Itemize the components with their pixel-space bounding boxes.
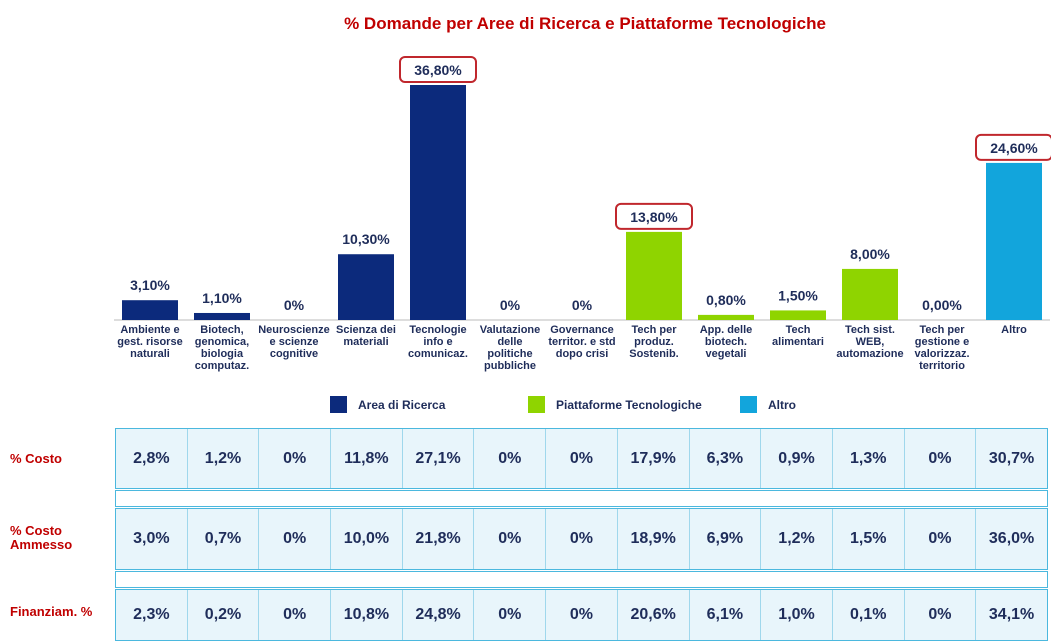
x-tick-label: Valutazione delle politiche pubbliche — [479, 324, 541, 372]
x-tick-label: Tech per produz. Sostenib. — [629, 324, 679, 360]
data-label: 1,50% — [778, 287, 818, 303]
table-cell: 20,6% — [618, 590, 690, 640]
bar — [842, 268, 898, 320]
table-cell: 6,1% — [690, 590, 762, 640]
table-cell: 1,0% — [761, 590, 833, 640]
table-cell: 0% — [546, 590, 618, 640]
data-label: 10,30% — [342, 231, 390, 247]
bar — [122, 300, 178, 320]
x-tick-label: Neuroscienze e scienze cognitive — [258, 324, 330, 360]
x-tick-label: Tecnologie info e comunicaz. — [408, 324, 468, 360]
table-cell: 0% — [546, 509, 618, 569]
table-cell: 3,0% — [116, 509, 188, 569]
x-tick-label: Tech alimentari — [772, 324, 824, 348]
table-cell: 21,8% — [403, 509, 475, 569]
data-label: 36,80% — [414, 62, 462, 78]
table-cell: 0% — [259, 590, 332, 640]
highlight-box — [399, 56, 477, 83]
data-label: 1,10% — [202, 290, 242, 306]
data-label: 0,80% — [706, 292, 746, 308]
highlight-box — [975, 133, 1051, 161]
row-label: % Costo — [10, 451, 62, 466]
table-cell: 24,8% — [403, 590, 475, 640]
data-label: 13,80% — [630, 209, 678, 225]
data-label: 0% — [500, 297, 521, 313]
data-label: 3,10% — [130, 277, 170, 293]
x-tick-label: Governance territor. e std dopo crisi — [548, 324, 616, 360]
table-row: 2,3% 0,2% 0% 10,8% 24,8% 0% 0% 20,6% 6,1% 1,0% 0,1… — [115, 589, 1048, 641]
table-cell: 0,7% — [188, 509, 260, 569]
table-cell: 0% — [259, 429, 332, 488]
legend-label: Area di Ricerca — [358, 398, 446, 412]
row-label: % Costo Ammesso — [10, 523, 73, 552]
x-tick-label: Altro — [1001, 324, 1027, 336]
table-cell: 1,2% — [761, 509, 833, 569]
table-cell: 30,7% — [988, 449, 1035, 467]
table-cell: 10,0% — [331, 509, 403, 569]
row-spacer — [115, 571, 1048, 588]
bar — [986, 162, 1042, 320]
bar — [410, 85, 466, 320]
table-cell: 0% — [905, 590, 977, 640]
x-tick-label: Scienza dei materiali — [336, 324, 396, 348]
legend-swatch — [330, 396, 347, 413]
table-cell: 1,5% — [833, 509, 905, 569]
table-cell: 0,2% — [188, 590, 260, 640]
table-cell: 6,3% — [690, 429, 762, 488]
legend-label: Altro — [768, 398, 796, 412]
table-cell: 0% — [474, 429, 547, 488]
table-cell: 18,9% — [618, 509, 690, 569]
table-cell: 0,9% — [761, 429, 833, 488]
table-row: 2,8% 1,2% 0% 11,8% 27,1% 0% 0% 17,9% 6,3% 0,9% 1,3… — [115, 428, 1048, 489]
table-cell: 10,8% — [331, 590, 403, 640]
row-label: Finanziam. % — [10, 604, 93, 619]
highlight-box — [615, 202, 693, 230]
table-cell: 0,1% — [833, 590, 905, 640]
table-cell: 34,1% — [988, 606, 1035, 623]
x-tick-label: Tech per gestione e valorizzaz. territor… — [914, 324, 970, 372]
x-tick-label: App. delle biotech. vegetali — [699, 324, 753, 360]
table-cell: 1,2% — [188, 429, 260, 488]
table-cell: 2,8% — [116, 429, 188, 488]
bar — [770, 310, 826, 320]
legend-swatch — [740, 396, 757, 413]
table-cell: 0% — [905, 509, 977, 569]
data-label: 0,00% — [922, 297, 962, 313]
x-tick-label: Ambiente e gest. risorse naturali — [117, 324, 183, 360]
table-cell: 36,0% — [988, 530, 1035, 547]
x-tick-label: Biotech, genomica, biologia computaz. — [194, 324, 250, 372]
legend-label: Piattaforme Tecnologiche — [556, 398, 702, 412]
table-cell: 0% — [546, 429, 618, 488]
table-cell: 2,3% — [116, 590, 188, 640]
table-cell: 1,3% — [833, 429, 905, 488]
x-tick-label: Tech sist. WEB, automazione — [836, 324, 904, 360]
table-cell: 27,1% — [403, 429, 475, 488]
data-label: 0% — [572, 297, 593, 313]
data-label: 0% — [284, 297, 305, 313]
table-cell: 0% — [474, 509, 547, 569]
chart-title: % Domande per Aree di Ricerca e Piattafo… — [344, 14, 826, 33]
bar — [698, 314, 754, 320]
bar — [338, 254, 394, 320]
bar — [194, 312, 250, 320]
data-label: 24,60% — [990, 140, 1038, 156]
table-row: 3,0% 0,7% 0% 10,0% 21,8% 0% 0% 18,9% 6,9% 1,2% 1,5… — [115, 508, 1048, 570]
table-cell: 11,8% — [331, 429, 403, 488]
row-spacer — [115, 490, 1048, 507]
data-label: 8,00% — [850, 246, 890, 262]
table-cell: 0% — [474, 590, 547, 640]
table-cell: 0% — [259, 509, 332, 569]
table-cell: 6,9% — [690, 509, 762, 569]
table-cell: 17,9% — [618, 429, 690, 488]
table-cell: 0% — [905, 429, 977, 488]
legend-swatch — [528, 396, 545, 413]
bar — [626, 231, 682, 320]
